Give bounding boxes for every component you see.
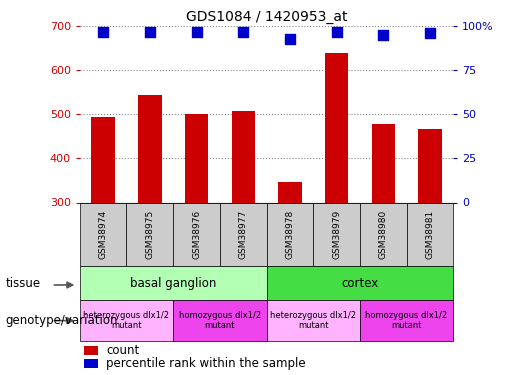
Bar [406,202,453,266]
Text: homozygous dlx1/2
mutant: homozygous dlx1/2 mutant [179,311,261,330]
Text: GSM38977: GSM38977 [238,210,248,259]
Bar [278,182,301,203]
Text: cortex: cortex [341,277,379,290]
Bar [360,202,406,266]
Text: heterozygous dlx1/2
mutant: heterozygous dlx1/2 mutant [83,311,169,330]
Bar [267,300,360,341]
Text: percentile rank within the sample: percentile rank within the sample [106,357,305,370]
Text: GSM38975: GSM38975 [145,210,154,259]
Title: GDS1084 / 1420953_at: GDS1084 / 1420953_at [186,10,347,24]
Point [286,36,294,42]
Text: count: count [106,344,139,357]
Bar [267,266,453,300]
Point [379,32,387,38]
Point [193,28,201,34]
Bar [92,117,115,202]
Text: GSM38980: GSM38980 [379,210,388,259]
Bar [83,346,98,355]
Bar [418,129,441,203]
Bar [360,300,453,341]
Text: GSM38981: GSM38981 [425,210,434,259]
Bar [80,202,127,266]
Text: genotype/variation: genotype/variation [5,314,117,327]
Text: GSM38976: GSM38976 [192,210,201,259]
Bar [220,202,267,266]
Bar [138,95,162,202]
Bar [173,202,220,266]
Point [239,28,247,34]
Text: GSM38978: GSM38978 [285,210,295,259]
Text: heterozygous dlx1/2
mutant: heterozygous dlx1/2 mutant [270,311,356,330]
Text: GSM38979: GSM38979 [332,210,341,259]
Bar [325,53,348,202]
Bar [173,300,267,341]
Point [332,28,340,34]
Point [426,30,434,36]
Bar [313,202,360,266]
Point [99,28,107,34]
Bar [80,266,267,300]
Text: homozygous dlx1/2
mutant: homozygous dlx1/2 mutant [366,311,448,330]
Bar [127,202,173,266]
Text: basal ganglion: basal ganglion [130,277,216,290]
Point [146,28,154,34]
Bar [185,114,208,202]
Text: tissue: tissue [5,277,40,290]
Bar [371,124,395,202]
Bar [83,359,98,368]
Text: GSM38974: GSM38974 [99,210,108,259]
Bar [80,300,173,341]
Bar [232,111,255,202]
Bar [267,202,313,266]
